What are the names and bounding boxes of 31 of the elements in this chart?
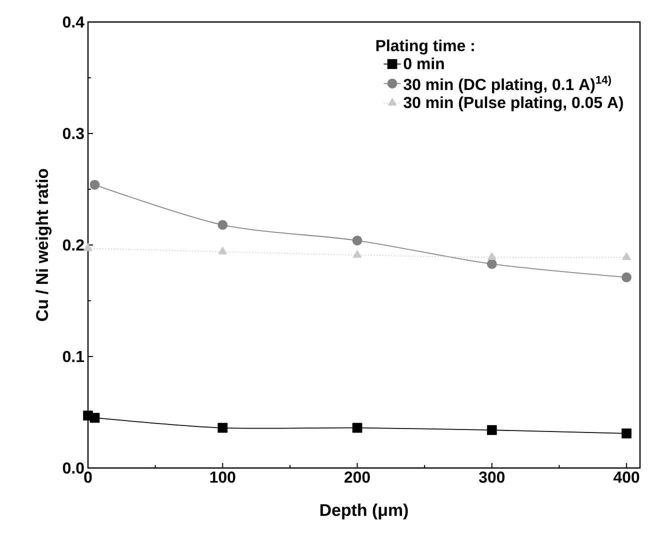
legend-title: Plating time :: [376, 40, 474, 54]
point: [352, 236, 362, 246]
y-tick-label: 0.2: [62, 239, 84, 251]
y-tick-label: 0.0: [62, 462, 84, 474]
legend-label: 30 min (DC plating, 0.1 A)$^{14)}$: [404, 76, 611, 94]
x-tick-label: 0: [84, 472, 92, 483]
point: [486, 425, 497, 436]
y-axis-title: Cu / Ni weight ratio: [36, 168, 52, 321]
y-tick-label: 0.4: [62, 16, 84, 28]
point: [352, 250, 362, 258]
point: [622, 428, 632, 438]
y-tick-label: 0.3: [62, 128, 84, 140]
point: [218, 220, 228, 230]
point: [218, 246, 227, 254]
legend-label: 30 min (Pulse plating, 0.05 A): [404, 96, 623, 112]
y-tick-label: 0.1: [62, 350, 84, 362]
legend-label: 0 min: [404, 58, 444, 70]
point: [622, 252, 631, 260]
x-axis-title: Depth (μm): [320, 504, 408, 520]
point: [486, 259, 497, 269]
point: [218, 422, 228, 433]
point: [488, 252, 496, 260]
x-tick-label: 100: [210, 472, 236, 483]
point: [622, 272, 632, 282]
point: [352, 422, 362, 433]
point: [90, 412, 100, 423]
x-tick-label: 200: [344, 472, 370, 483]
x-tick-label: 400: [613, 472, 640, 483]
point: [90, 180, 100, 190]
x-tick-label: 300: [478, 472, 505, 483]
point: [84, 243, 92, 252]
